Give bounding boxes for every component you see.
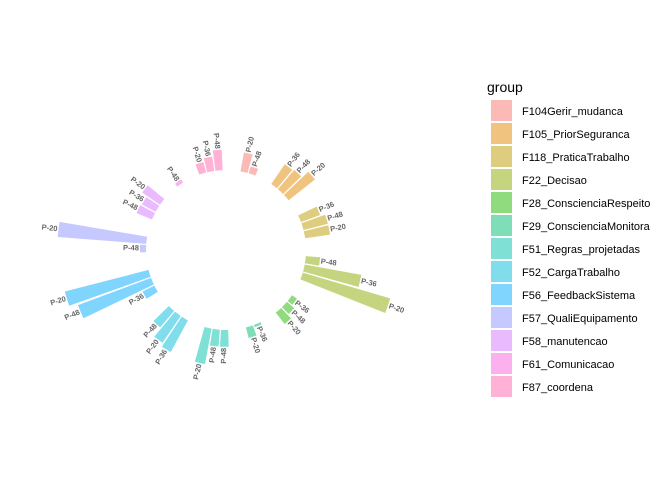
bar-F52_CargaTrabalho-p-48 bbox=[153, 305, 175, 328]
bar-label: P-48 bbox=[326, 209, 344, 222]
bar-F22_Decisao-p-48 bbox=[304, 256, 321, 266]
bar-F56_FeedbackSistema-p-48 bbox=[77, 277, 154, 319]
bar-F105_PriorSeguranca-p-36 bbox=[271, 164, 293, 189]
bar-F56_FeedbackSistema-p-36 bbox=[142, 285, 158, 299]
bar-F87_coordena-p-20 bbox=[195, 162, 207, 175]
legend-items: F104Gerir_mudanca F105_PriorSeguranca F118… bbox=[491, 100, 651, 397]
bar-label: P-20 bbox=[249, 336, 262, 354]
legend-label: F28_ConscienciaRespeito bbox=[522, 198, 650, 210]
legend-label: F61_Comunicacao bbox=[522, 359, 614, 371]
bar-F28_ConscienciaRespeito-p-36 bbox=[287, 295, 297, 305]
bar-label: P-48 bbox=[123, 243, 139, 252]
bar-label: P-48 bbox=[320, 257, 337, 268]
legend-label: F22_Decisao bbox=[522, 175, 587, 187]
bar-label: P-20 bbox=[388, 301, 406, 315]
bar-label: P-48 bbox=[63, 308, 81, 322]
bar-label: P-20 bbox=[191, 146, 204, 164]
legend-swatch bbox=[491, 353, 512, 374]
legend-label: F56_FeedbackSistema bbox=[522, 290, 636, 302]
legend-label: F57_QualiEquipamento bbox=[522, 313, 638, 325]
legend-label: F118_PraticaTrabalho bbox=[522, 152, 630, 164]
legend-swatch bbox=[491, 215, 512, 236]
legend-swatch bbox=[491, 284, 512, 305]
bar-F29_ConscienciaMonitora-p-36 bbox=[253, 322, 262, 328]
bar-F58_manutencao-p-36 bbox=[141, 197, 160, 212]
bar-label: P-48 bbox=[207, 347, 218, 364]
bar-F52_CargaTrabalho-p-20 bbox=[154, 311, 181, 343]
bar-label: P-20 bbox=[329, 222, 346, 234]
bar-F58_manutencao-p-20 bbox=[142, 185, 165, 205]
bar-F118_PraticaTrabalho-p-48 bbox=[301, 214, 328, 231]
bar-F104Gerir_mudanca-p-48 bbox=[248, 166, 259, 176]
bar-F118_PraticaTrabalho-p-36 bbox=[298, 206, 321, 223]
legend-swatch bbox=[491, 238, 512, 259]
bar-F51_Regras_projetadas-p-48 bbox=[219, 329, 229, 347]
bar-F51_Regras_projetadas-p-48 bbox=[209, 328, 220, 347]
bar-label: P-36 bbox=[360, 276, 377, 288]
legend-label: F105_PriorSeguranca bbox=[522, 129, 631, 141]
bar-label: P-20 bbox=[191, 363, 203, 380]
legend-swatch bbox=[491, 169, 512, 190]
legend-swatch bbox=[491, 123, 512, 144]
bar-F28_ConscienciaRespeito-p-20 bbox=[275, 307, 292, 324]
bar-F56_FeedbackSistema-p-20 bbox=[64, 269, 151, 306]
legend-label: F58_manutencao bbox=[522, 336, 608, 348]
legend-swatch bbox=[491, 376, 512, 397]
bar-label: P-48 bbox=[212, 133, 222, 150]
bar-F22_Decisao-p-20 bbox=[300, 272, 391, 313]
bar-F29_ConscienciaMonitora-p-20 bbox=[245, 325, 257, 338]
legend-label: F51_Regras_projetadas bbox=[522, 244, 641, 256]
legend-swatch bbox=[491, 100, 512, 121]
bar-F57_QualiEquipamento-p-20 bbox=[57, 221, 148, 244]
bar-label: P-20 bbox=[41, 222, 58, 233]
legend-swatch bbox=[491, 307, 512, 328]
bar-label: P-36 bbox=[153, 348, 169, 366]
legend-label: F29_ConscienciaMonitora bbox=[522, 221, 651, 233]
bar-F87_coordena-p-48 bbox=[212, 149, 223, 171]
bar-F87_coordena-p-36 bbox=[203, 156, 215, 173]
legend-label: F52_CargaTrabalho bbox=[522, 267, 620, 279]
legend-swatch bbox=[491, 146, 512, 167]
bars-layer bbox=[57, 149, 391, 365]
bar-F52_CargaTrabalho-p-36 bbox=[161, 316, 188, 353]
bar-F61_Comunicacao-p-48 bbox=[175, 179, 184, 187]
legend-label: F104Gerir_mudanca bbox=[522, 106, 624, 118]
bar-label: P-48 bbox=[165, 165, 181, 183]
legend: group F104Gerir_mudanca F105_PriorSeguran… bbox=[487, 79, 651, 397]
bar-F104Gerir_mudanca-p-20 bbox=[240, 152, 253, 173]
legend-swatch bbox=[491, 261, 512, 282]
bar-label: P-48 bbox=[219, 348, 228, 364]
bar-F118_PraticaTrabalho-p-20 bbox=[303, 225, 331, 239]
bar-F105_PriorSeguranca-p-20 bbox=[283, 171, 315, 201]
legend-swatch bbox=[491, 192, 512, 213]
bar-F105_PriorSeguranca-p-48 bbox=[277, 169, 302, 195]
bar-F28_ConscienciaRespeito-p-48 bbox=[281, 301, 295, 314]
bar-F57_QualiEquipamento-p-48 bbox=[139, 244, 147, 253]
bar-F51_Regras_projetadas-p-20 bbox=[194, 327, 212, 365]
bar-F58_manutencao-p-48 bbox=[136, 205, 156, 220]
bar-label: P-20 bbox=[244, 136, 256, 153]
bar-F22_Decisao-p-36 bbox=[303, 264, 362, 287]
bar-label: P-20 bbox=[49, 294, 67, 307]
legend-swatch bbox=[491, 330, 512, 351]
legend-label: F87_coordena bbox=[522, 382, 594, 394]
legend-title: group bbox=[487, 79, 523, 95]
bar-label: P-36 bbox=[201, 140, 213, 157]
